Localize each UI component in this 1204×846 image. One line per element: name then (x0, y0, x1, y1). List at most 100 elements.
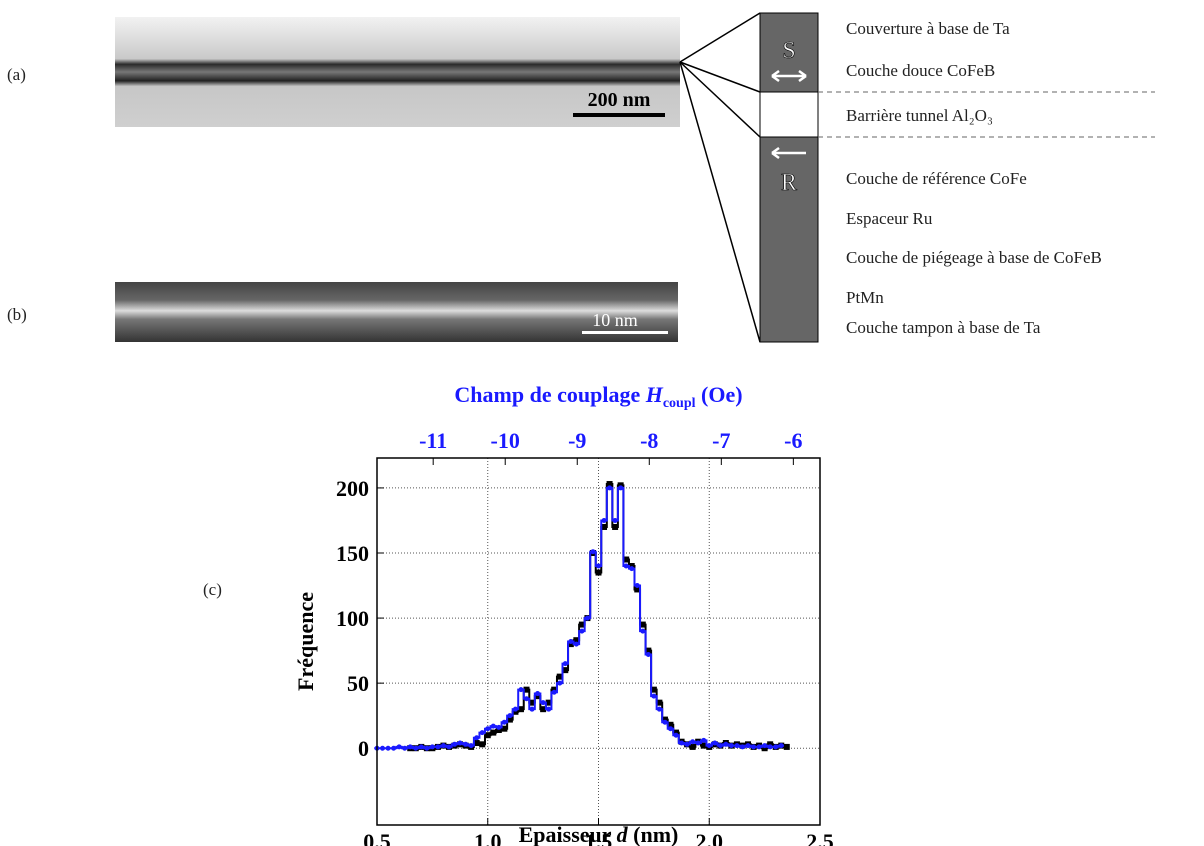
marker (524, 696, 530, 702)
marker (479, 741, 486, 748)
layer-label: Barrière tunnel Al₂O₃ (846, 106, 993, 125)
plot-frame (376, 457, 821, 826)
marker (579, 628, 585, 634)
marker (673, 729, 680, 736)
marker (551, 686, 558, 693)
marker (607, 485, 613, 491)
x-tick-label: 1.0 (474, 829, 502, 846)
marker (756, 744, 762, 750)
marker (656, 699, 663, 706)
y-tick-label: 150 (336, 541, 369, 566)
marker (639, 621, 646, 628)
marker (529, 706, 535, 712)
marker (540, 700, 546, 706)
marker (512, 706, 518, 712)
marker (385, 745, 391, 751)
y-tick-label: 200 (336, 476, 369, 501)
marker (701, 737, 707, 743)
scale-bar (582, 331, 668, 334)
marker (584, 615, 590, 621)
series-line (407, 483, 790, 750)
panel-label: (c) (203, 580, 222, 599)
marker (617, 482, 624, 489)
marker (429, 744, 435, 750)
marker (557, 680, 563, 686)
layer-stack (759, 12, 819, 343)
marker (673, 732, 679, 738)
marker (573, 637, 580, 644)
marker (507, 713, 513, 719)
marker (474, 735, 480, 741)
marker (767, 741, 774, 748)
label-part: d (617, 822, 629, 846)
marker (391, 745, 397, 751)
x2-tick-label: -10 (491, 428, 520, 453)
marker (562, 661, 568, 667)
marker (595, 569, 602, 576)
marker (518, 687, 524, 693)
marker (700, 742, 707, 749)
layer-label: Couche de référence CoFe (846, 169, 1027, 188)
scale-bar (573, 113, 665, 117)
marker (380, 745, 386, 751)
panel-label: (a) (7, 65, 26, 84)
arrow (771, 69, 807, 83)
x2-tick-label: -6 (784, 428, 802, 453)
y-tick-label: 50 (347, 671, 369, 696)
tem-image (115, 17, 680, 127)
marker (495, 726, 502, 733)
marker (612, 523, 619, 530)
marker (452, 741, 458, 747)
label-part: (Oe) (696, 382, 743, 407)
marker (490, 723, 496, 729)
marker (645, 652, 651, 658)
marker (689, 743, 696, 750)
marker (446, 744, 452, 750)
marker (556, 673, 563, 680)
marker (490, 729, 497, 736)
x-tick-label: 2.0 (696, 829, 724, 846)
marker (573, 641, 579, 647)
marker (645, 647, 652, 654)
y-tick-label: 0 (358, 736, 369, 761)
chart: 0.5 1.0 1.5 2.0 2.5 -11 -10 -9 -8 -7 -6 0 50 100 150 20… (293, 382, 834, 846)
marker (679, 740, 685, 746)
marker (723, 741, 729, 747)
marker (463, 741, 469, 747)
layer-tag: S (782, 38, 795, 64)
marker (667, 726, 673, 732)
y-tick-label: 100 (336, 606, 369, 631)
marker (783, 743, 790, 750)
marker (601, 517, 607, 523)
marker (717, 743, 723, 749)
x2-tick-label: -11 (419, 428, 447, 453)
marker (734, 743, 740, 749)
marker (540, 706, 547, 713)
x2-tick-label: -7 (712, 428, 730, 453)
label-part: (nm) (628, 822, 679, 846)
marker (413, 745, 419, 751)
marker (762, 743, 768, 749)
marker (634, 586, 641, 593)
marker (612, 517, 618, 523)
marker (396, 744, 402, 750)
marker (468, 743, 474, 749)
marker (650, 686, 657, 693)
marker (402, 745, 408, 751)
marker (706, 743, 712, 749)
label-part: Epaisseur (519, 822, 617, 846)
x2-tick-label: -9 (568, 428, 586, 453)
marker (440, 743, 446, 749)
layer-label: Espaceur Ru (846, 209, 933, 228)
marker (690, 739, 696, 745)
marker (496, 724, 502, 730)
marker (545, 699, 552, 706)
layer-labels: Couverture à base de Ta Couche douce CoFe… (846, 19, 1102, 337)
marker (628, 563, 635, 570)
barrier (759, 91, 819, 138)
panel-label: (b) (7, 305, 27, 324)
y-axis-label: Fréquence (293, 592, 318, 691)
marker (418, 744, 424, 750)
marker (623, 556, 630, 563)
